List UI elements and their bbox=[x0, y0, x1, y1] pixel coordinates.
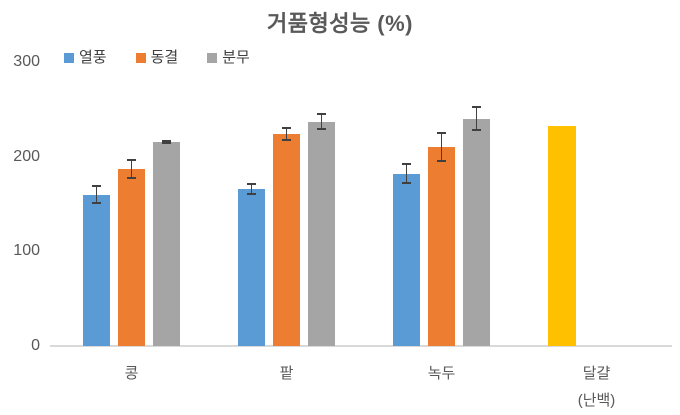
bar-red-bean-freeze bbox=[273, 133, 300, 346]
x-axis-label-line: 콩 bbox=[124, 365, 139, 382]
x-axis-label-line: (난백) bbox=[577, 392, 616, 409]
errorbar-soybean-hot-air bbox=[92, 185, 101, 204]
bar-soybean-hot-air bbox=[83, 194, 110, 346]
legend-swatch-freeze-icon bbox=[135, 53, 146, 63]
legend-label-spray: 분무 bbox=[222, 49, 250, 66]
y-axis-tick-label-200: 200 bbox=[13, 147, 40, 165]
x-axis-label-egg-white: 달걀 (난백) bbox=[527, 360, 667, 414]
errorbar-red-bean-hot-air bbox=[247, 183, 256, 195]
errorbar-mung-bean-freeze bbox=[437, 132, 446, 163]
errorbar-red-bean-spray bbox=[317, 113, 326, 131]
bar-red-bean-hot-air bbox=[238, 188, 265, 346]
x-axis-label-mung-bean: 녹두 bbox=[372, 360, 512, 387]
y-axis-tick-label-100: 100 bbox=[13, 242, 40, 260]
legend: 열풍 동결 분무 bbox=[64, 49, 250, 66]
bar-mung-bean-hot-air bbox=[393, 173, 420, 346]
legend-swatch-spray-icon bbox=[207, 53, 218, 63]
legend-item-spray: 분무 bbox=[207, 49, 250, 66]
errorbar-mung-bean-spray bbox=[472, 106, 481, 132]
x-axis-label-line: 팥 bbox=[279, 365, 294, 382]
x-axis-line bbox=[50, 345, 672, 347]
errorbar-soybean-freeze bbox=[127, 158, 136, 180]
legend-label-freeze: 동결 bbox=[150, 49, 179, 66]
errorbar-soybean-spray bbox=[162, 139, 171, 144]
x-axis-label-line: 달걀 bbox=[582, 365, 611, 382]
legend-swatch-hot-air-icon bbox=[64, 53, 74, 63]
bar-egg-white bbox=[547, 126, 576, 346]
x-axis-label-line: 녹두 bbox=[427, 365, 456, 382]
errorbar-red-bean-freeze bbox=[282, 127, 291, 141]
bar-soybean-spray bbox=[153, 141, 180, 346]
bar-mung-bean-freeze bbox=[428, 147, 455, 346]
bar-soybean-freeze bbox=[118, 168, 145, 346]
y-axis-tick-label-300: 300 bbox=[13, 53, 40, 70]
bar-red-bean-spray bbox=[308, 121, 335, 346]
legend-label-hot-air: 열풍 bbox=[79, 49, 107, 66]
legend-item-freeze: 동결 bbox=[135, 49, 179, 66]
y-axis-tick-label-0: 0 bbox=[31, 337, 40, 354]
legend-item-hot-air: 열풍 bbox=[64, 49, 107, 66]
x-axis-label-red-bean: 팥 bbox=[217, 360, 357, 387]
bar-mung-bean-spray bbox=[463, 118, 490, 346]
x-axis-label-soybean: 콩 bbox=[62, 360, 202, 387]
errorbar-mung-bean-hot-air bbox=[402, 163, 411, 185]
chart-title: 거품형성능 (%) bbox=[266, 11, 414, 36]
